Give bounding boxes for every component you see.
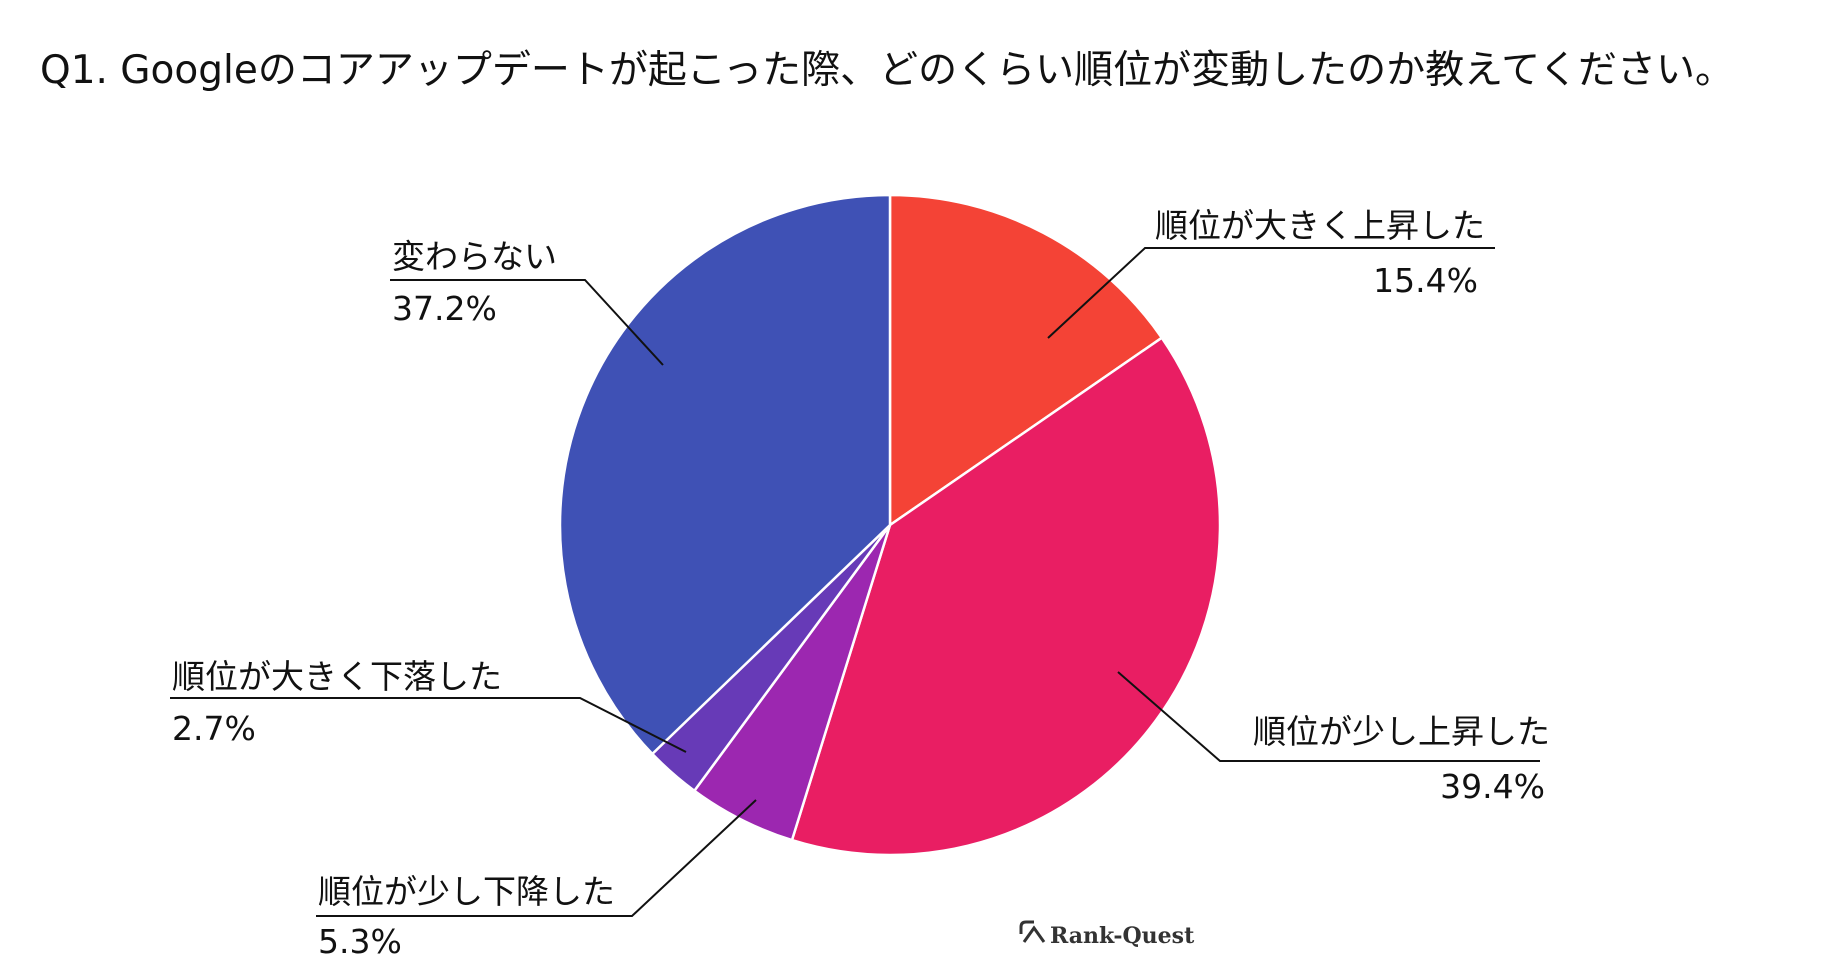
pct-big-fall: 2.7%	[172, 709, 256, 748]
pie-slice-small-rise	[790, 336, 1222, 857]
leader-line-big-rise	[1047, 247, 1495, 339]
pie-slices	[558, 193, 1222, 857]
logo-mark-icon	[1019, 920, 1046, 943]
rank-quest-logo: Rank-Quest	[1019, 920, 1195, 949]
leader-line-big-fall	[170, 697, 687, 753]
label-big-rise: 順位が大きく上昇した	[1155, 206, 1485, 245]
leader-line-small-fall	[316, 799, 757, 917]
leader-lines	[170, 247, 1540, 917]
label-small-rise: 順位が少し上昇した	[1253, 712, 1550, 751]
pct-big-rise: 15.4%	[1373, 261, 1478, 300]
label-big-fall: 順位が大きく下落した	[172, 657, 502, 696]
label-unchanged: 変わらない	[392, 237, 557, 276]
label-small-fall: 順位が少し下降した	[318, 872, 615, 911]
pie-slice-unchanged	[558, 193, 892, 756]
chart-title: Q1. Googleのコアアップデートが起こった際、どのくらい順位が変動したのか…	[40, 48, 1734, 93]
pct-small-rise: 39.4%	[1440, 767, 1545, 806]
pct-small-fall: 5.3%	[318, 922, 402, 959]
leader-line-unchanged	[390, 279, 664, 366]
logo-text: Rank-Quest	[1050, 923, 1195, 949]
pct-unchanged: 37.2%	[392, 289, 497, 328]
pie-slice-big-rise	[888, 193, 1164, 528]
leader-line-small-rise	[1117, 671, 1540, 762]
